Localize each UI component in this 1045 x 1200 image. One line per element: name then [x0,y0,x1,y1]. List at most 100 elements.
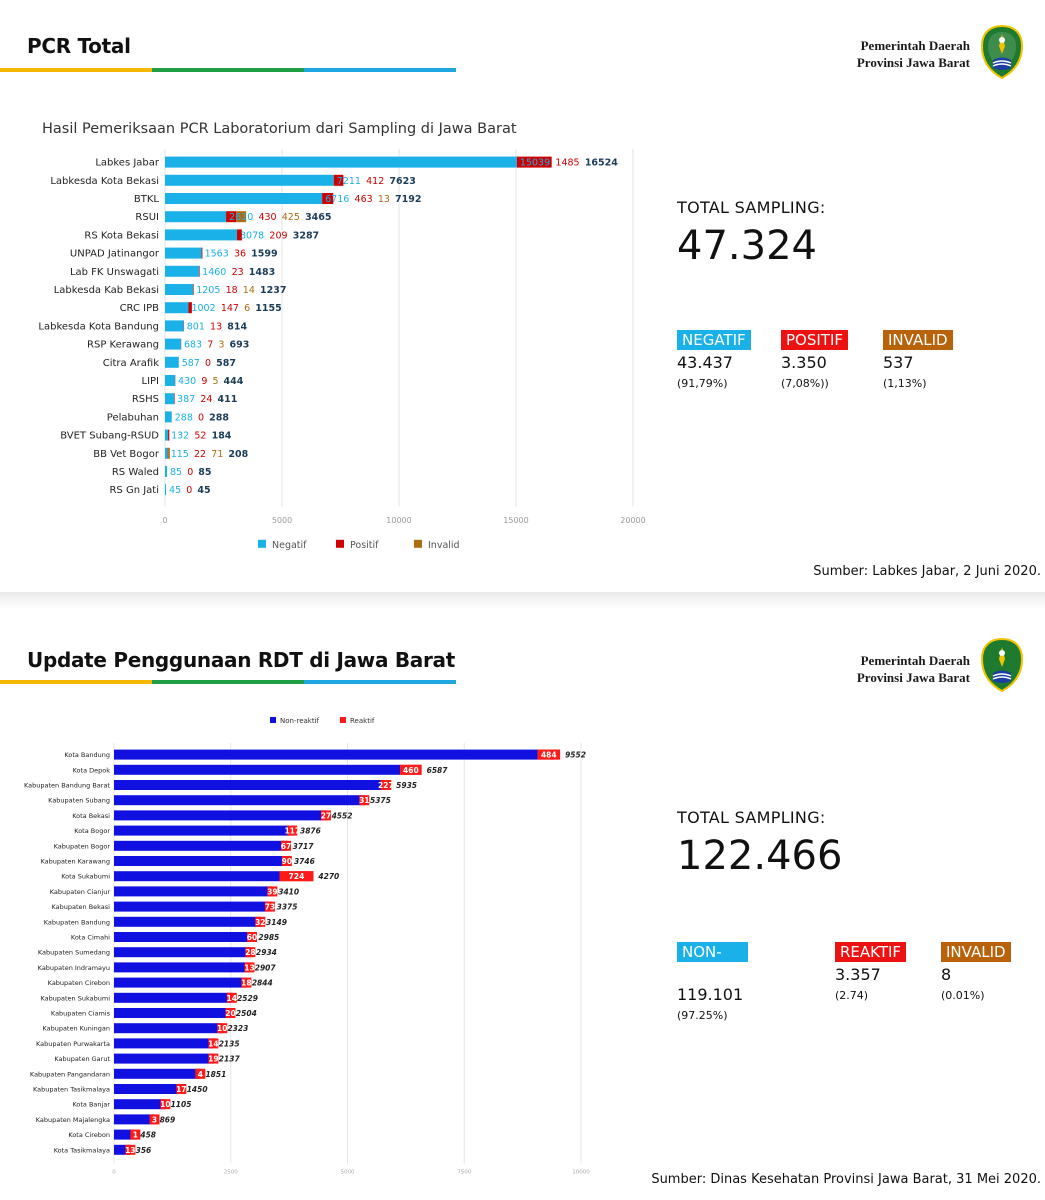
category-label: UNPAD Jatinangor [70,249,160,260]
badge-label: INVALID [883,330,953,350]
data-label: 14 [208,1039,218,1048]
panel-divider [0,592,1045,610]
category-label: Kabupaten Cianjur [50,888,111,896]
data-label: 23 [232,267,244,278]
category-label: Kota Bandung [64,751,110,759]
total-label: 587 [216,358,236,369]
data-label: 18 [226,285,238,296]
category-label: RSHS [132,394,159,405]
bar-non-reaktif [114,1008,231,1018]
bar-positif [201,247,203,259]
total-label: 2323 [227,1024,248,1033]
bar-negatif [165,302,189,314]
legend-swatch [258,539,266,548]
bar-positif [516,156,552,168]
bar-positif [237,229,242,241]
bar-reaktif-label-bg [125,1144,136,1155]
bar-reaktif-label-bg [246,932,257,942]
total-label: 184 [212,431,232,442]
total-label: 2529 [237,994,258,1003]
x-tick-label: 7500 [457,1169,471,1175]
bar-negatif [165,429,169,441]
bar-negatif [165,320,184,332]
total-label: 814 [227,321,247,332]
data-label: 1460 [202,267,226,278]
bar-negatif [165,466,167,477]
badge-value: 3.357 [835,965,881,984]
rdt-total-value: 122.466 [677,833,843,879]
total-label: 3375 [277,903,298,912]
category-label: Kabupaten Subang [48,797,110,805]
data-label: 484 [541,751,557,760]
category-label: Lab FK Unswagati [70,267,159,278]
gov-line1: Pemerintah Daerah [860,653,970,668]
data-label: 430 [258,212,276,223]
data-label: 45 [169,485,181,496]
category-label: Labkes Jabar [95,158,160,169]
data-label: 0 [186,485,192,496]
data-label: 20 [225,1009,235,1018]
bar-non-reaktif [114,871,280,882]
category-label: BB Vet Bogor [93,449,160,460]
data-label: 7 [207,340,213,351]
data-label: 14 [243,285,255,296]
data-label: 18 [241,979,251,988]
bar-negatif [165,247,202,259]
bar-non-reaktif [114,840,285,851]
data-label: 10 [160,1100,170,1109]
total-label: 2985 [258,933,279,942]
data-label: 24 [200,394,212,405]
data-label: 5 [212,376,218,387]
data-label: 36 [234,249,246,260]
bar-reaktif-label-bg [255,916,266,927]
data-label: 288 [175,412,193,423]
data-label: 425 [282,212,300,223]
bar-non-reaktif [114,1129,136,1140]
data-label: 147 [221,303,239,314]
bar-positif [174,393,175,405]
x-tick-label: 5000 [272,516,292,525]
bar-non-reaktif [114,795,364,806]
x-tick-label: 5000 [341,1169,355,1175]
bar-non-reaktif [114,825,290,836]
total-label: 6587 [427,766,449,775]
category-label: Kabupaten Purwakarta [36,1040,110,1048]
data-label: 14 [227,994,237,1003]
bar-negatif [165,211,227,223]
total-label: 1450 [187,1085,208,1094]
bar-negatif [165,411,172,423]
legend-label: Invalid [428,540,460,551]
bar-reaktif-label-bg [380,780,392,790]
legend-label: Reaktif [350,717,375,725]
data-label: 387 [177,394,195,405]
data-label: 90 [282,857,292,866]
pcr-bar-chart: Hasil Pemeriksaan PCR Laboratorium dari … [38,121,645,551]
bar-non-reaktif [114,1144,131,1155]
badge-percent: (2.74) [835,989,869,1002]
badge-label: REAKTIF [835,942,907,962]
pcr-source-note: Sumber: Labkes Jabar, 2 Juni 2020. [813,564,1041,579]
bar-negatif [165,174,334,186]
total-label: 3465 [305,212,331,223]
total-label: 9552 [565,751,586,760]
total-label: 3746 [294,857,315,866]
data-label: 22 [194,449,206,460]
badge-label: POSITIF [781,330,849,350]
total-label: 2844 [252,979,273,988]
bar-positif [333,174,344,186]
total-label: 1155 [255,303,281,314]
total-label: 3717 [293,842,315,851]
bar-negatif [165,375,176,386]
category-label: Kabupaten Sukabumi [41,994,111,1002]
total-label: 2137 [219,1055,241,1064]
bar-reaktif-label-bg [537,749,561,760]
bar-reaktif-label-bg [267,886,278,897]
badge-label: NON-REAKTIF [677,942,749,981]
bar-non-reaktif [114,749,538,760]
category-label: Kota Sukabumi [61,873,110,881]
badge-value: 119.101 [677,985,744,1004]
badge-percent: (0.01%) [941,989,985,1002]
category-label: RSUI [135,212,159,223]
category-label: Kota Depok [73,766,111,774]
category-label: Kabupaten Garut [54,1055,110,1063]
